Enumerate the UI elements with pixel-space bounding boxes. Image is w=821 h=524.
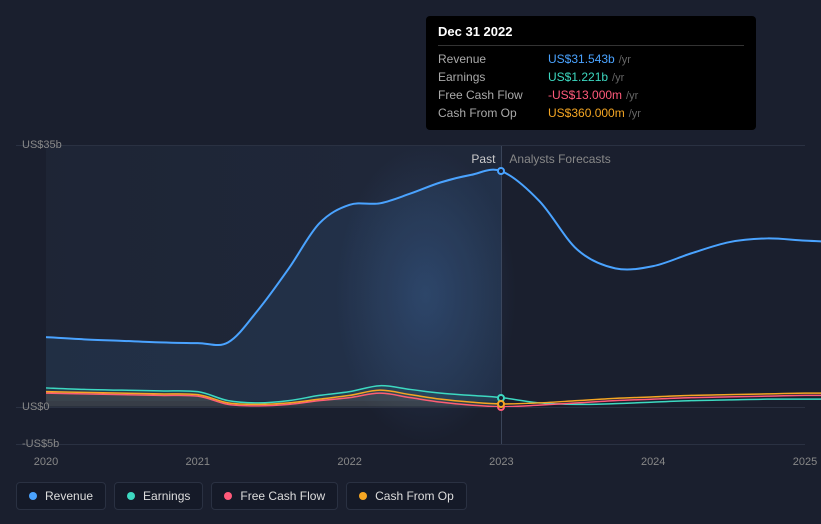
legend-item[interactable]: Free Cash Flow	[211, 482, 338, 510]
legend-label: Free Cash Flow	[240, 489, 325, 503]
legend-label: Revenue	[45, 489, 93, 503]
tooltip-row-label: Free Cash Flow	[438, 88, 548, 102]
tooltip-row-label: Cash From Op	[438, 106, 548, 120]
legend-dot-icon	[29, 492, 37, 500]
legend-label: Earnings	[143, 489, 190, 503]
tooltip-row-value: US$31.543b	[548, 52, 615, 66]
tooltip-row: Cash From OpUS$360.000m/yr	[438, 104, 744, 122]
past-region-shade	[46, 145, 501, 401]
hover-marker	[497, 400, 505, 408]
x-tick-label: 2024	[641, 456, 665, 468]
x-tick-label: 2021	[186, 456, 210, 468]
financial-chart: US$35b US$0 -US$5b 2020 2021 2022 2023 2024 202…	[0, 0, 821, 524]
tooltip-row: Free Cash Flow-US$13.000m/yr	[438, 86, 744, 104]
legend-dot-icon	[127, 492, 135, 500]
chart-legend: Revenue Earnings Free Cash Flow Cash From O…	[16, 482, 467, 510]
tooltip-date: Dec 31 2022	[438, 24, 744, 46]
legend-item[interactable]: Earnings	[114, 482, 203, 510]
series-line	[46, 170, 821, 345]
series-line	[46, 390, 821, 404]
tooltip-row-unit: /yr	[626, 90, 638, 102]
series-line	[46, 386, 821, 405]
tooltip-row-value: -US$13.000m	[548, 88, 622, 102]
legend-item[interactable]: Cash From Op	[346, 482, 467, 510]
hover-tooltip: Dec 31 2022 RevenueUS$31.543b/yrEarnings…	[426, 16, 756, 130]
x-tick-label: 2022	[337, 456, 361, 468]
tooltip-row-value: US$1.221b	[548, 70, 608, 84]
tooltip-row-label: Revenue	[438, 52, 548, 66]
x-tick-label: 2020	[34, 456, 58, 468]
x-tick-label: 2023	[489, 456, 513, 468]
tooltip-row-unit: /yr	[619, 54, 631, 66]
legend-dot-icon	[359, 492, 367, 500]
tooltip-row: RevenueUS$31.543b/yr	[438, 50, 744, 68]
forecast-region-label: Analysts Forecasts	[509, 152, 610, 166]
tooltip-row-unit: /yr	[612, 72, 624, 84]
y-tick-label: US$0	[22, 401, 50, 413]
hover-marker	[497, 167, 505, 175]
series-line	[46, 393, 821, 407]
hover-spotlight	[334, 145, 516, 444]
tooltip-row-unit: /yr	[629, 108, 641, 120]
past-region-label: Past	[471, 152, 495, 166]
gridline	[16, 444, 805, 445]
tooltip-row: EarningsUS$1.221b/yr	[438, 68, 744, 86]
legend-item[interactable]: Revenue	[16, 482, 106, 510]
gridline	[16, 407, 805, 408]
y-tick-label: -US$5b	[22, 438, 59, 450]
legend-label: Cash From Op	[375, 489, 454, 503]
tooltip-row-label: Earnings	[438, 70, 548, 84]
x-tick-label: 2025	[793, 456, 817, 468]
y-tick-label: US$35b	[22, 139, 62, 151]
tooltip-row-value: US$360.000m	[548, 106, 625, 120]
legend-dot-icon	[224, 492, 232, 500]
gridline	[16, 145, 805, 146]
